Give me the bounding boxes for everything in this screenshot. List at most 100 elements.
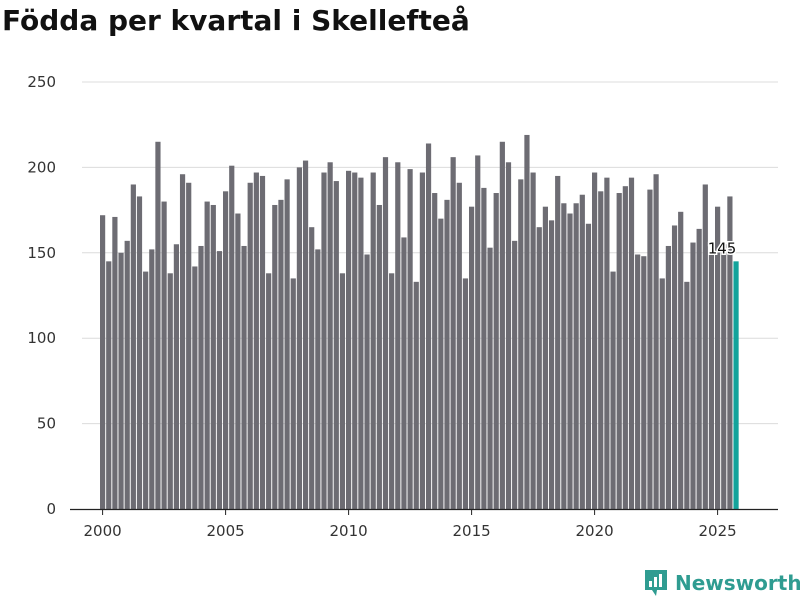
bar <box>321 172 327 510</box>
bar <box>278 199 284 510</box>
bar <box>253 172 259 510</box>
bar <box>173 244 179 509</box>
bar <box>641 256 647 509</box>
bar <box>696 228 702 509</box>
bar <box>339 273 346 509</box>
bar <box>635 254 641 509</box>
bar-latest <box>733 261 739 509</box>
bar <box>462 278 469 509</box>
bar <box>272 204 278 509</box>
y-tick-label: 250 <box>27 73 56 91</box>
bar <box>610 271 616 509</box>
bar <box>407 169 413 509</box>
bar <box>112 216 118 509</box>
bar <box>425 143 432 509</box>
bar <box>456 182 462 509</box>
bar <box>659 278 665 509</box>
bar <box>235 213 241 510</box>
bar <box>266 273 272 509</box>
bar <box>628 177 635 509</box>
bar <box>284 179 290 509</box>
bar <box>290 278 296 509</box>
bar <box>315 249 321 509</box>
bar <box>481 187 487 509</box>
bar <box>438 218 444 509</box>
bar <box>567 213 573 510</box>
bar <box>155 141 161 509</box>
bar <box>548 220 555 509</box>
bar <box>210 204 216 509</box>
bar <box>136 196 143 509</box>
bar <box>216 251 223 510</box>
bar <box>684 281 690 509</box>
bar <box>475 155 481 509</box>
x-tick-label: 2010 <box>330 522 368 540</box>
bar <box>106 261 112 509</box>
bar <box>395 162 401 509</box>
bar <box>536 227 542 509</box>
bar <box>376 204 382 509</box>
bar <box>167 273 173 509</box>
bar <box>364 254 370 509</box>
bar <box>702 184 708 510</box>
newsworthy-brand: Newsworthy <box>643 568 800 598</box>
bar <box>721 244 727 509</box>
bar <box>161 201 167 509</box>
bar <box>592 172 598 510</box>
bar <box>518 179 524 509</box>
bar <box>186 182 192 509</box>
bar <box>450 157 456 510</box>
bar <box>247 182 253 509</box>
bar <box>678 211 684 510</box>
bar <box>647 189 653 509</box>
bar <box>671 225 678 510</box>
y-tick-label: 50 <box>37 415 56 433</box>
bar <box>179 174 186 509</box>
bar <box>100 215 106 509</box>
x-tick-label: 2005 <box>207 522 245 540</box>
bar <box>690 242 696 509</box>
bar <box>382 157 389 510</box>
bar <box>444 199 450 510</box>
y-tick-label: 200 <box>27 158 56 176</box>
bar <box>309 227 315 509</box>
newsworthy-logo-icon <box>645 570 667 596</box>
bar <box>143 271 149 509</box>
bar <box>229 165 235 509</box>
bar <box>708 251 715 510</box>
bar <box>585 223 592 509</box>
bar <box>561 203 567 509</box>
bar <box>149 249 155 509</box>
bar <box>665 245 671 509</box>
x-tick-label: 2000 <box>84 522 122 540</box>
bar <box>192 266 198 509</box>
bar <box>653 174 659 509</box>
bar <box>512 240 518 509</box>
bar <box>259 175 266 509</box>
bar <box>327 162 333 509</box>
bar <box>555 175 561 509</box>
bar <box>487 247 493 509</box>
bar <box>346 170 352 510</box>
y-tick-label: 0 <box>46 500 56 518</box>
axes: 0 50 100 150 200 250 2000 2005 2010 2015 2020 2025 <box>27 73 778 540</box>
bar <box>530 172 536 510</box>
bar <box>432 193 438 509</box>
latest-value-label: 145 <box>708 239 737 257</box>
bar <box>223 191 229 509</box>
bar <box>573 203 579 509</box>
bar <box>370 172 376 510</box>
chart-title: Födda per kvartal i Skellefteå <box>2 4 470 37</box>
bar <box>389 273 395 509</box>
bar <box>198 245 204 509</box>
bar <box>296 167 302 509</box>
bar <box>118 252 124 510</box>
bar <box>352 172 358 510</box>
bar <box>604 177 610 509</box>
x-tick-label: 2025 <box>699 522 737 540</box>
brand-name: Newsworthy <box>675 571 800 595</box>
bar <box>493 193 499 509</box>
bar <box>241 245 247 509</box>
bar <box>598 191 604 509</box>
